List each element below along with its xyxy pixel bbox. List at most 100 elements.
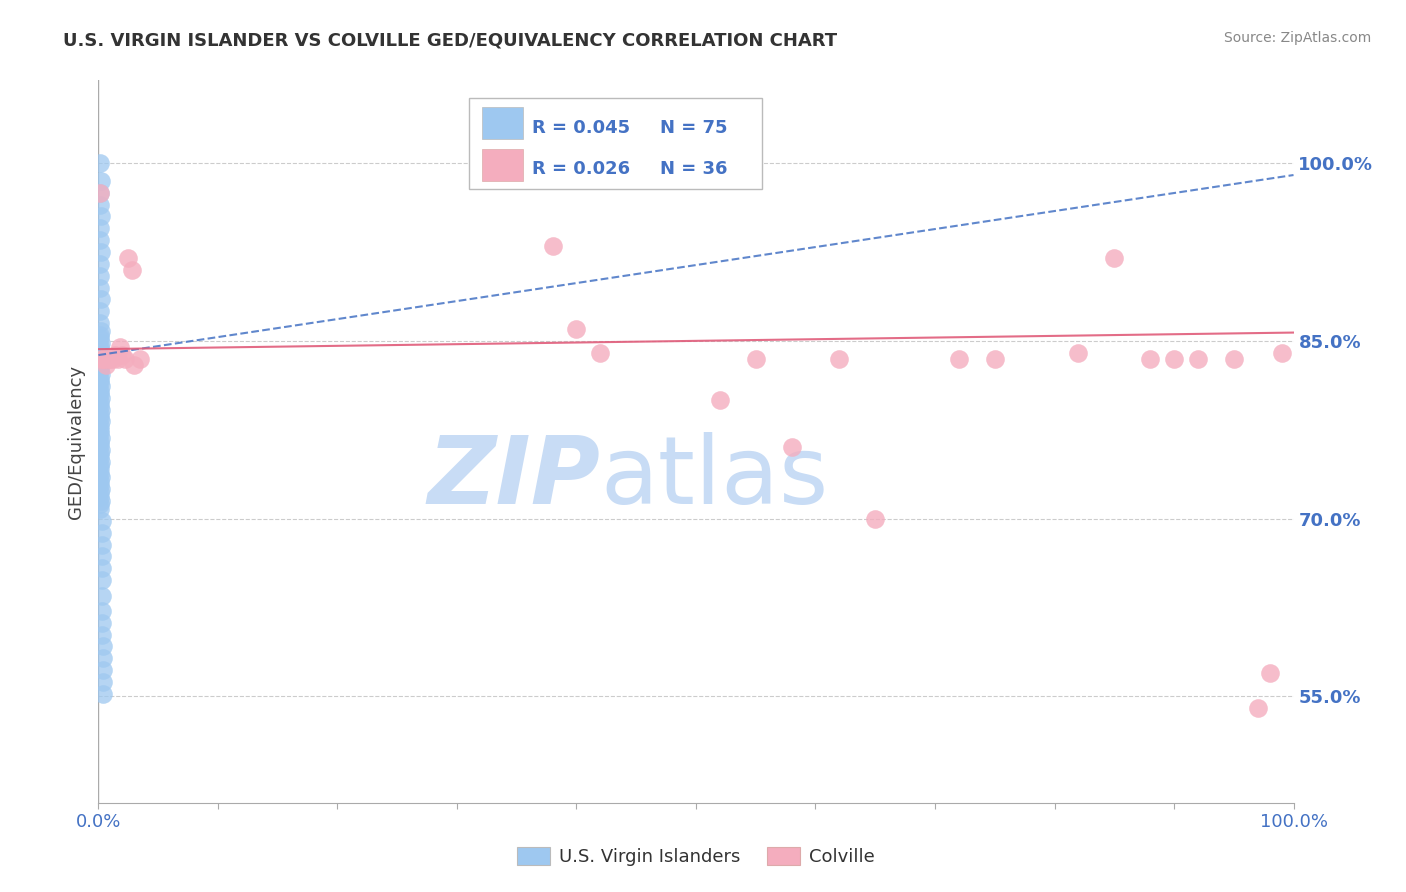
Point: [89, 280, 111, 294]
Point: [89, 355, 111, 369]
Text: Source: ZipAtlas.com: Source: ZipAtlas.com: [1223, 31, 1371, 45]
Point: [828, 351, 851, 366]
Point: [89, 467, 111, 481]
Point: [90, 482, 112, 496]
Text: R = 0.045: R = 0.045: [533, 119, 630, 136]
Point: [94, 358, 117, 372]
Point: [1187, 351, 1209, 366]
Point: [90, 402, 112, 417]
Point: [948, 351, 970, 366]
Point: [89, 186, 111, 200]
Point: [89, 233, 111, 247]
Point: [90, 442, 112, 457]
Point: [89, 419, 111, 434]
Point: [90, 455, 112, 469]
Point: [104, 348, 127, 362]
Point: [91, 651, 114, 665]
Text: ZIP: ZIP: [427, 432, 600, 524]
Point: [91, 663, 114, 677]
Point: [89, 221, 111, 235]
Point: [541, 239, 564, 253]
Point: [124, 358, 146, 372]
Point: [91, 615, 114, 630]
Point: [89, 485, 111, 500]
FancyBboxPatch shape: [482, 149, 523, 181]
Point: [89, 340, 111, 354]
Point: [89, 410, 111, 425]
Point: [89, 384, 111, 398]
Point: [89, 359, 111, 374]
Point: [91, 675, 114, 690]
Point: [89, 363, 111, 377]
Point: [108, 340, 131, 354]
Point: [90, 470, 112, 484]
Point: [709, 393, 731, 408]
Point: [1163, 351, 1185, 366]
Point: [89, 434, 111, 449]
Point: [91, 687, 114, 701]
Point: [89, 426, 111, 441]
Point: [1067, 345, 1090, 359]
Point: [90, 414, 112, 428]
Text: N = 75: N = 75: [661, 119, 728, 136]
Point: [89, 316, 111, 330]
Point: [89, 376, 111, 390]
Point: [90, 325, 112, 339]
Point: [1271, 345, 1294, 359]
Point: [90, 210, 112, 224]
Point: [89, 257, 111, 271]
Point: [107, 351, 129, 366]
Point: [90, 245, 112, 260]
Point: [98, 351, 122, 366]
Point: [89, 450, 111, 464]
Point: [565, 322, 588, 336]
Point: [89, 458, 111, 473]
Text: R = 0.026: R = 0.026: [533, 161, 630, 178]
Point: [129, 351, 152, 366]
Y-axis label: GED/Equivalency: GED/Equivalency: [66, 365, 84, 518]
Point: [1247, 701, 1270, 715]
Point: [1139, 351, 1161, 366]
Point: [91, 573, 114, 587]
FancyBboxPatch shape: [482, 107, 523, 139]
Point: [90, 351, 112, 366]
Point: [91, 514, 114, 528]
Point: [89, 372, 111, 386]
Point: [89, 423, 111, 437]
Text: N = 36: N = 36: [661, 161, 728, 178]
Point: [89, 186, 111, 200]
Point: [745, 351, 768, 366]
Point: [89, 502, 111, 516]
Point: [93, 351, 115, 366]
Point: [89, 438, 111, 452]
Point: [1258, 665, 1281, 680]
Point: [89, 348, 111, 362]
Point: [89, 268, 111, 283]
Point: [91, 561, 114, 575]
Point: [91, 640, 114, 654]
Text: U.S. VIRGIN ISLANDER VS COLVILLE GED/EQUIVALENCY CORRELATION CHART: U.S. VIRGIN ISLANDER VS COLVILLE GED/EQU…: [63, 31, 838, 49]
Point: [91, 525, 114, 540]
Point: [101, 351, 124, 366]
Point: [90, 391, 112, 405]
Point: [984, 351, 1007, 366]
Point: [90, 336, 112, 351]
Point: [89, 327, 111, 342]
Point: [89, 387, 111, 401]
Point: [91, 589, 114, 603]
Point: [121, 262, 143, 277]
Point: [89, 197, 111, 211]
Point: [89, 395, 111, 409]
Point: [91, 351, 114, 366]
Point: [97, 351, 120, 366]
Point: [90, 174, 112, 188]
Point: [90, 493, 112, 508]
Point: [89, 446, 111, 460]
Point: [89, 407, 111, 421]
FancyBboxPatch shape: [470, 98, 762, 189]
Point: [89, 156, 111, 170]
Point: [89, 474, 111, 488]
Point: [780, 441, 803, 455]
Point: [89, 462, 111, 476]
Point: [117, 251, 139, 265]
